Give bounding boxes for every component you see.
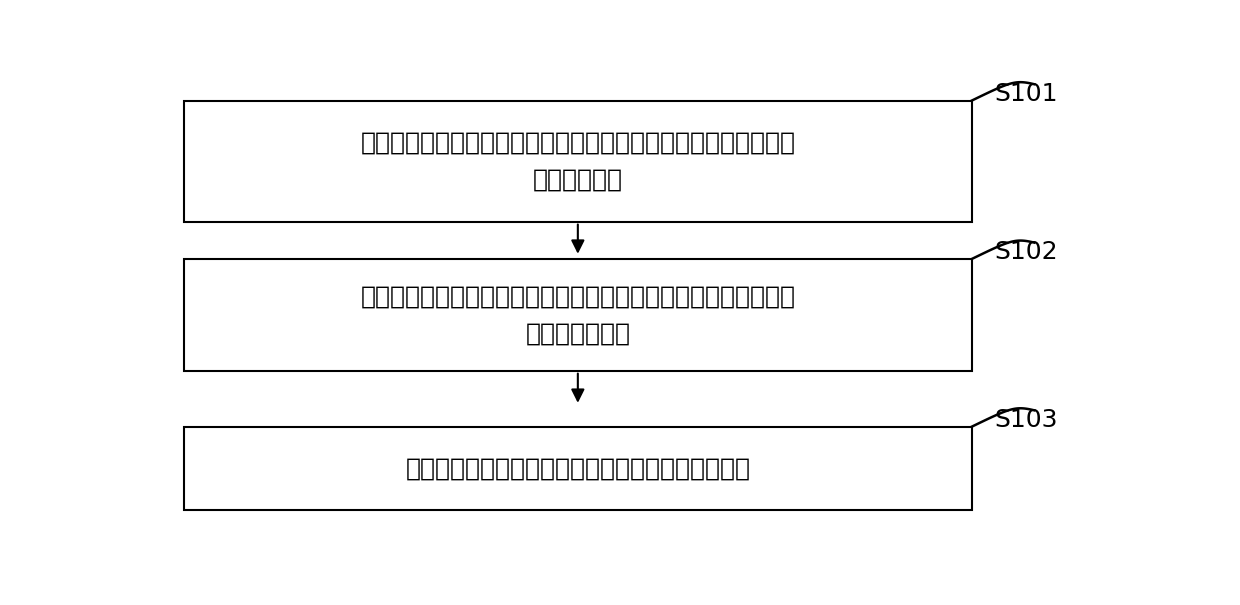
Text: 获取异构功能等价体的硬件参数和软件参数，所述硬件参数和软件: 获取异构功能等价体的硬件参数和软件参数，所述硬件参数和软件 [361, 131, 795, 154]
Text: S103: S103 [994, 408, 1058, 432]
Text: S101: S101 [994, 82, 1058, 106]
Text: 参数预先指定: 参数预先指定 [533, 168, 622, 192]
Text: 根据所述属性量化值按照预设规则计算相异性量化值: 根据所述属性量化值按照预设规则计算相异性量化值 [405, 457, 750, 480]
Text: 值量化预先设定: 值量化预先设定 [526, 321, 630, 345]
Bar [184, 427, 972, 511]
Text: S102: S102 [994, 240, 1058, 264]
Text: 获取与所述硬件参数和所述软件参数对应的属性量化值，所述属性: 获取与所述硬件参数和所述软件参数对应的属性量化值，所述属性 [361, 284, 795, 308]
Bar [184, 100, 972, 221]
Bar [184, 259, 972, 371]
